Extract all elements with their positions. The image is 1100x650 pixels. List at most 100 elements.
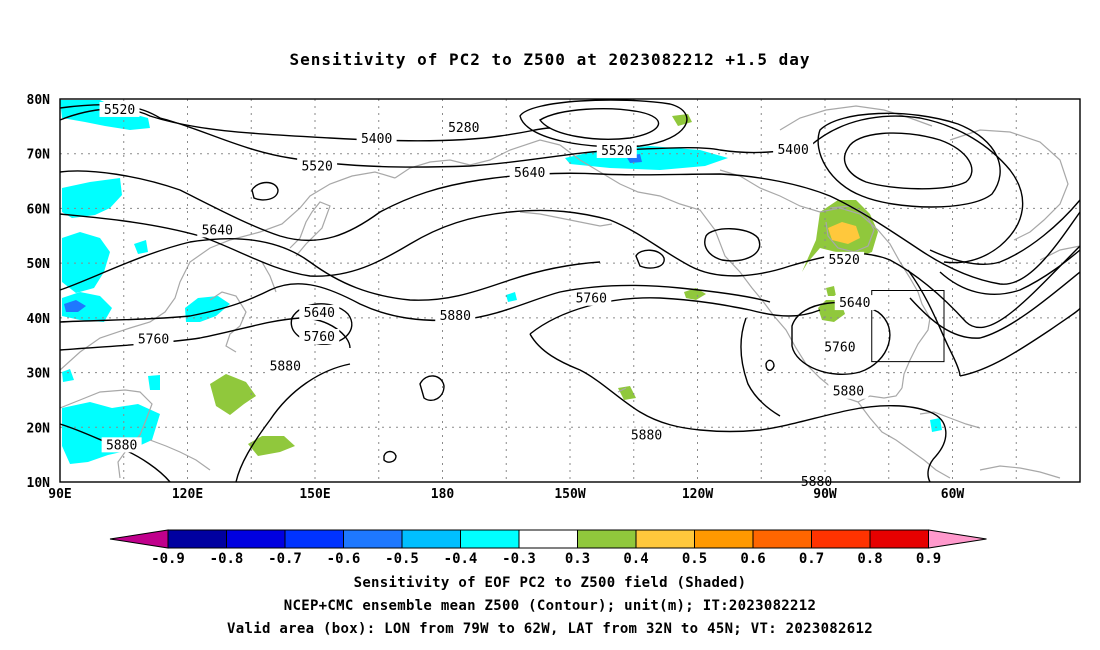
colorbar-label: 0.4 xyxy=(623,551,648,567)
contour-5760-b xyxy=(60,283,771,323)
contour-label: 5640 xyxy=(514,166,545,181)
contour-label-bg xyxy=(101,437,142,453)
coast-caribbean xyxy=(919,411,981,429)
contour-5880-east xyxy=(740,317,781,417)
colorbar-label: 0.8 xyxy=(857,551,882,567)
contour-label: 5640 xyxy=(304,306,335,321)
contour-label: 5640 xyxy=(202,223,233,238)
map-title: Sensitivity of PC2 to Z500 at 2023082212… xyxy=(289,50,811,69)
graticule xyxy=(60,99,1080,482)
colorbar-label: -0.3 xyxy=(502,551,536,567)
longitude-axis: 90E 120E 150E 180 150W 120W 90W 60W xyxy=(48,487,964,502)
lon-tick-label: 180 xyxy=(431,487,455,502)
lon-tick-label: 90E xyxy=(48,487,71,502)
contour-label-bg xyxy=(99,101,140,117)
shade-arctic-dot xyxy=(672,114,692,126)
colorbar-label: -0.9 xyxy=(151,551,185,567)
coast-siberia-arctic xyxy=(394,139,561,179)
lon-tick-label: 120E xyxy=(172,487,203,502)
contour-5520-east xyxy=(809,115,1024,264)
contour-closed-small-c xyxy=(765,359,775,371)
contour-5640-b xyxy=(60,237,601,301)
lat-tick-label: 80N xyxy=(27,93,51,108)
lat-tick-label: 40N xyxy=(27,312,51,327)
colorbar-label: 0.3 xyxy=(565,551,590,567)
coast-aleutians xyxy=(519,211,613,227)
contour-label-bg xyxy=(443,119,484,135)
contour-5640-east-atl xyxy=(939,249,1080,296)
coast-na-east xyxy=(901,277,931,389)
contour-closed-siberia xyxy=(251,181,279,201)
contour-label: 5760 xyxy=(304,330,335,345)
colorbar-low-arrow xyxy=(109,529,169,549)
contour-label-bg xyxy=(133,331,174,347)
contour-label: 5880 xyxy=(106,438,137,453)
contour-label-bg xyxy=(265,358,306,374)
contour-label: 5880 xyxy=(631,428,662,443)
contour-5880-atl-inner xyxy=(907,269,961,377)
contour-label-bg xyxy=(828,383,869,399)
coast-china-south xyxy=(60,389,153,479)
contour-5280-ring-a xyxy=(538,108,660,140)
colorbar-swatch xyxy=(635,529,695,549)
contour-label-bg xyxy=(773,141,814,157)
colorbar: -0.9 -0.8 -0.7 -0.6 -0.5 -0.4 -0.3 0.3 0.4 0.5 0.6… xyxy=(109,529,987,567)
contour-label-bg xyxy=(626,427,667,443)
lon-tick-label: 90W xyxy=(813,487,837,502)
colorbar-label: -0.8 xyxy=(210,551,244,567)
colorbar-high-arrow xyxy=(928,529,987,549)
coast-hawaii xyxy=(617,387,627,393)
footer-valid-area: Valid area (box): LON from 79W to 62W, L… xyxy=(227,621,873,637)
contour-label: 5640 xyxy=(839,296,870,311)
contour-closed-ak-a xyxy=(704,228,761,262)
contour-label-bg xyxy=(571,290,612,306)
coast-greenland xyxy=(949,129,1069,241)
lon-tick-label: 60W xyxy=(941,487,965,502)
contour-closed-se xyxy=(791,301,891,375)
contour-label: 5520 xyxy=(301,159,332,174)
colorbar-label: 0.5 xyxy=(682,551,707,567)
contour-5880-west xyxy=(60,317,351,351)
colorbar-label: 0.7 xyxy=(799,551,824,567)
colorbar-swatch xyxy=(401,529,461,549)
contour-label: 5400 xyxy=(777,143,808,158)
contour-closed-dateline xyxy=(419,375,445,402)
shade-gulf-alaska xyxy=(684,288,706,300)
contour-label-bg xyxy=(596,142,637,158)
colorbar-swatch xyxy=(811,529,871,549)
contour-label: 5760 xyxy=(138,333,169,348)
colorbar-label: -0.6 xyxy=(327,551,361,567)
shade-south-china-dot xyxy=(148,375,160,390)
lat-tick-label: 10N xyxy=(27,476,51,491)
shade-caribbean-dot xyxy=(930,418,942,432)
contour-5760-east-atl xyxy=(909,271,1080,339)
contour-label: 5880 xyxy=(440,309,471,324)
contour-label-bg xyxy=(819,339,860,355)
colorbar-label: -0.7 xyxy=(268,551,302,567)
shade-se-asia xyxy=(62,402,160,464)
contour-5880-south xyxy=(235,363,351,482)
coast-east-asia xyxy=(60,171,396,371)
colorbar-swatch xyxy=(518,529,578,549)
contour-label-bg xyxy=(356,130,397,146)
lat-tick-label: 20N xyxy=(27,421,51,436)
contour-label: 5280 xyxy=(448,121,479,136)
colorbar-swatch xyxy=(226,529,286,549)
contour-label-bg xyxy=(299,304,340,320)
contour-5760-a xyxy=(60,209,1080,329)
shade-hudson-core xyxy=(828,222,860,244)
contour-5880-pacific xyxy=(529,297,821,335)
latitude-axis: 80N 70N 60N 50N 40N 30N 20N 10N xyxy=(27,93,51,491)
colorbar-swatch xyxy=(869,529,929,549)
shade-china-core xyxy=(64,300,86,312)
coastlines xyxy=(60,105,1080,479)
shade-philippines-sea-b xyxy=(248,436,295,456)
coast-japan xyxy=(209,291,247,353)
contour-label: 5520 xyxy=(828,253,859,268)
coast-sakhalin xyxy=(261,261,277,293)
shade-pacific-dot xyxy=(506,292,517,302)
shade-siberia-west-b xyxy=(62,232,110,293)
contour-5520-north xyxy=(60,103,811,168)
valid-area-box xyxy=(871,290,945,363)
